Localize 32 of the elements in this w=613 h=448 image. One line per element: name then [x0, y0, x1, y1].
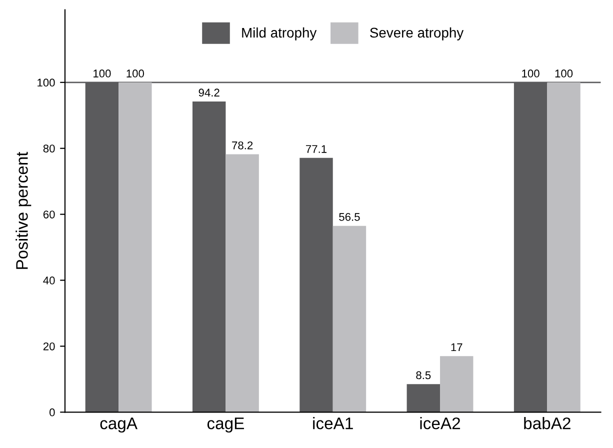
data-label: 100 [94, 70, 111, 78]
data-label: 100 [126, 70, 144, 78]
y-tick-label: 20 [43, 342, 55, 350]
bar [118, 82, 152, 412]
x-tick-label: cagE [207, 418, 244, 433]
bar [547, 82, 580, 412]
y-tick-label: 40 [43, 276, 55, 284]
bar [192, 102, 226, 412]
data-label: 56.5 [339, 213, 360, 221]
data-label: 100 [555, 70, 573, 78]
data-label: 17 [451, 343, 462, 352]
y-tick-label: 60 [43, 210, 55, 218]
data-label: 77.1 [306, 145, 327, 153]
bar [226, 154, 259, 412]
data-label: 78.2 [232, 141, 253, 150]
legend-label: Mild atrophy [242, 27, 317, 40]
x-tick-label: iceA1 [313, 417, 353, 430]
bar [332, 226, 366, 412]
x-tick-label: cagA [100, 418, 138, 433]
legend-label: Severe atrophy [370, 27, 464, 40]
data-label: 8.5 [416, 371, 431, 380]
bar [406, 384, 440, 412]
data-label: 100 [522, 70, 540, 78]
y-tick-label: 0 [50, 408, 55, 416]
x-tick-label: babA2 [524, 417, 570, 430]
bar [300, 158, 333, 412]
y-axis-title: Positive percent [16, 152, 32, 269]
y-tick-label: 80 [43, 144, 55, 152]
data-label: 94.2 [198, 88, 220, 97]
bar [440, 356, 474, 412]
y-tick-label: 100 [38, 78, 55, 87]
x-tick-label: iceA2 [420, 417, 460, 430]
